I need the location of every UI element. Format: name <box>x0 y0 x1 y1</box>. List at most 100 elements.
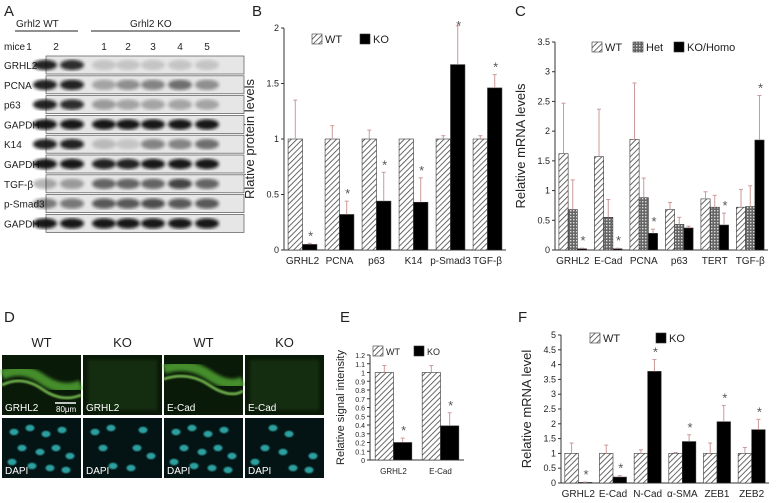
mice-numbers: 1 2 1 2 3 4 5 <box>26 42 210 53</box>
if-nucleus <box>126 464 136 472</box>
blot-band <box>168 59 192 71</box>
blot-band <box>195 79 219 91</box>
bar-ko-homo <box>612 248 623 251</box>
if-nucleus <box>250 458 260 466</box>
y-tick-label: 1.5 <box>266 79 279 89</box>
y-tick-label: 0.5 <box>266 190 279 200</box>
legend-swatch <box>372 345 384 357</box>
legend-swatch <box>655 332 667 344</box>
if-column-header: KO <box>275 335 294 350</box>
bar-wt <box>668 453 683 484</box>
blot-band <box>141 218 165 229</box>
legend-swatch <box>632 41 644 53</box>
bar-wt <box>361 138 377 251</box>
blot-band <box>168 198 192 209</box>
bar-wt <box>421 372 441 461</box>
if-nucleus <box>146 452 156 460</box>
if-green-signal <box>250 360 319 410</box>
legend-label: Het <box>646 42 663 54</box>
legend-swatch <box>413 345 425 357</box>
if-column-header: WT <box>193 335 213 350</box>
if-nucleus <box>90 428 100 436</box>
significance-star: * <box>653 345 658 360</box>
mice-number: 5 <box>204 42 210 53</box>
blot-band <box>60 59 84 71</box>
significance-star: * <box>722 390 727 405</box>
if-nucleus <box>223 466 233 474</box>
blot-row-label: TGF-β <box>4 180 33 191</box>
bar-het <box>745 206 756 251</box>
blot-band <box>60 119 84 130</box>
legend-label: KO/Homo <box>687 42 735 54</box>
significance-star: * <box>308 228 313 243</box>
significance-star: * <box>688 420 693 435</box>
if-nucleus <box>179 444 189 452</box>
y-tick-label: 0.6 <box>355 406 365 413</box>
significance-star: * <box>419 163 424 178</box>
legend-swatch <box>359 33 371 45</box>
blot-band <box>116 79 140 91</box>
if-nucleus <box>197 448 207 456</box>
y-tick-label: 0.8 <box>355 388 365 395</box>
significance-star: * <box>382 157 387 172</box>
bar-ko <box>682 441 697 484</box>
x-category-label: K14 <box>405 256 423 267</box>
if-nucleus <box>65 452 75 460</box>
y-tick-label: 1 <box>551 448 556 458</box>
bar-wt <box>665 209 675 251</box>
blot-band <box>92 139 116 150</box>
blot-band <box>168 218 192 229</box>
x-category-label: TGF-β <box>736 256 765 267</box>
bar-ko-homo <box>648 233 658 251</box>
scale-bar-label: 80μm <box>56 405 77 414</box>
bar-ko-homo <box>683 227 694 251</box>
y-tick-label: 0.9 <box>355 379 365 386</box>
bar-wt <box>435 138 451 251</box>
blot-band <box>141 119 165 130</box>
blot-band <box>195 139 219 150</box>
blot-band <box>60 79 84 91</box>
blot-band <box>60 218 84 229</box>
legend-swatch <box>589 332 601 344</box>
blot-row-label: PCNA <box>4 81 32 92</box>
blot-band <box>168 99 192 110</box>
chart-b: 0 0.5 1 1.5 2 Rlative protein levels * GRHL2 * PC… <box>242 18 506 267</box>
if-column-headers: WT KO WT KO <box>31 335 294 350</box>
if-nucleus <box>169 458 179 466</box>
blot-band <box>33 158 57 170</box>
blot-band <box>60 178 84 189</box>
x-category-label: E-Cad <box>594 256 622 267</box>
if-nucleus <box>27 462 37 470</box>
blot-band <box>168 79 192 91</box>
blot-band <box>33 119 57 130</box>
blot-row-label: GRHL2 <box>4 61 38 72</box>
significance-star: * <box>757 404 762 419</box>
x-category-label: PCNA <box>326 256 354 267</box>
if-nucleus <box>284 430 294 438</box>
blot-band <box>195 218 219 229</box>
blot-band <box>141 59 165 71</box>
chart-c: 0 0.5 1 1.5 2 2.5 3 3.5 Relative mRNA levels * GRH… <box>513 37 768 267</box>
blot-band <box>60 99 84 110</box>
y-axis-title: Relative signal intensity <box>335 350 347 465</box>
if-nucleus <box>25 424 35 432</box>
chart-f: 0 0.5 1 1.5 2 2.5 3 3.5 4 4.5 5 Relative mRNA level… <box>519 330 769 500</box>
if-nucleus <box>213 444 223 452</box>
bar-het <box>638 197 649 251</box>
blot-band <box>92 119 116 130</box>
bar-wt <box>564 453 579 484</box>
if-nucleus <box>45 464 55 472</box>
blot-band <box>195 198 219 209</box>
bar-ko <box>413 201 429 251</box>
x-category-label: E-Cad <box>599 489 627 500</box>
bar-ko <box>612 476 627 484</box>
if-nucleus <box>189 462 199 470</box>
bar-het <box>674 224 685 251</box>
mice-number: 1 <box>101 42 107 53</box>
significance-star: * <box>448 398 453 413</box>
blot-band <box>33 99 57 110</box>
y-tick-label: 1 <box>361 371 365 378</box>
x-category-label: ZEB1 <box>704 489 729 500</box>
mice-label: mice <box>4 42 26 53</box>
